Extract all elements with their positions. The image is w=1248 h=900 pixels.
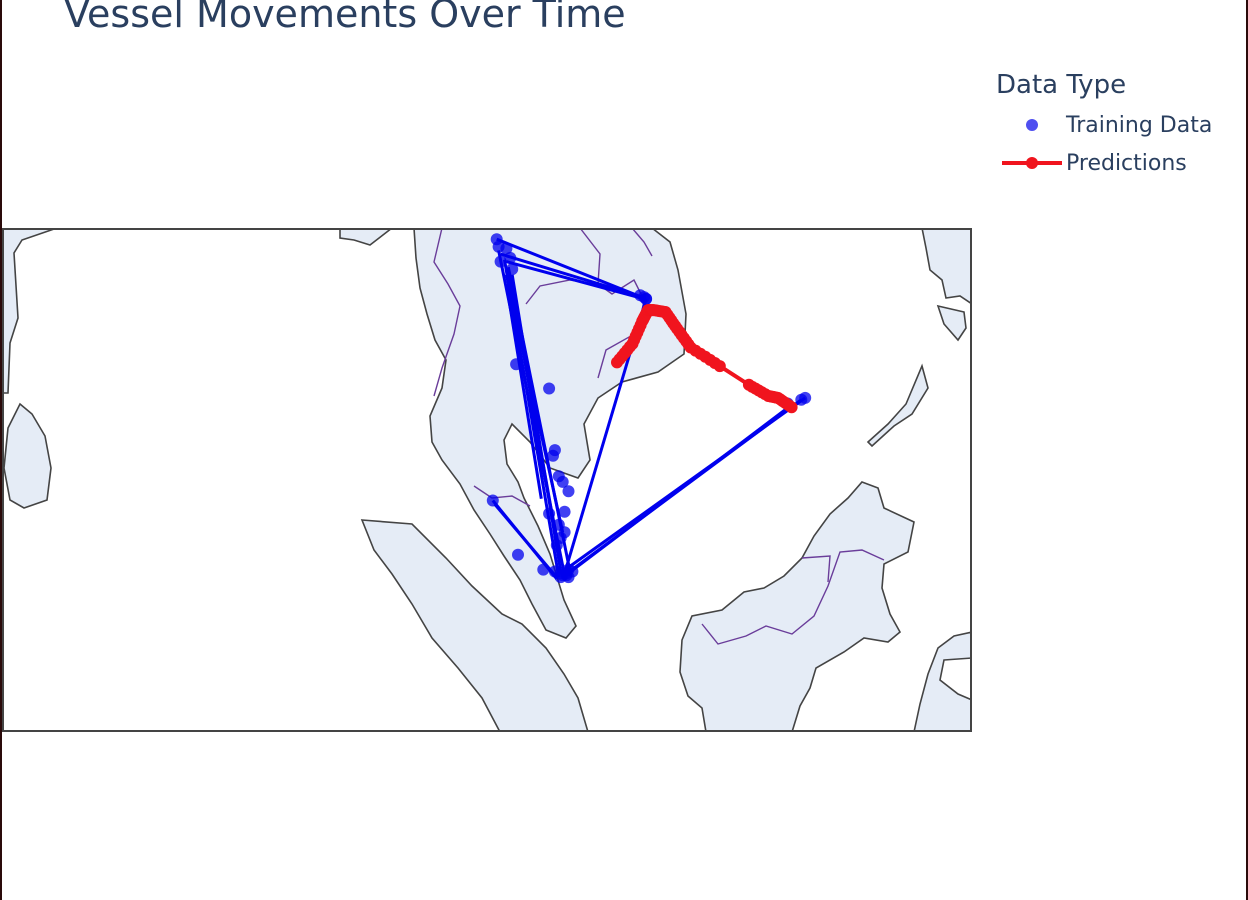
training-data-point[interactable] (799, 391, 812, 404)
training-track-segment (504, 274, 565, 533)
india-land (2, 228, 58, 394)
training-data-point[interactable] (547, 449, 559, 462)
legend: Data Type Training Data Predictions (996, 70, 1212, 182)
training-track-segment (561, 396, 807, 573)
legend-label-training: Training Data (1066, 112, 1213, 138)
legend-label-predictions: Predictions (1066, 150, 1187, 176)
training-track-segment (504, 283, 543, 499)
training-data-point[interactable] (558, 526, 571, 539)
sumatra-land (360, 519, 589, 732)
mindoro-land (936, 304, 967, 342)
training-data-point[interactable] (486, 494, 499, 507)
legend-item-predictions[interactable]: Predictions (996, 144, 1212, 182)
training-data-point[interactable] (543, 507, 556, 520)
sulawesi-bay (939, 657, 972, 701)
training-data-point[interactable] (640, 292, 653, 305)
frame-right-edge (1246, 0, 1248, 900)
training-track-segment (500, 252, 643, 299)
training-data-point[interactable] (543, 382, 556, 395)
sri-lanka-land (3, 402, 52, 509)
legend-title: Data Type (996, 70, 1127, 100)
training-data-point[interactable] (504, 251, 517, 264)
training-data-point[interactable] (562, 563, 575, 576)
prediction-point[interactable] (785, 401, 798, 414)
training-marker-icon (1026, 119, 1038, 131)
training-data-point[interactable] (512, 548, 524, 561)
prediction-point[interactable] (713, 360, 726, 373)
training-data-point[interactable] (558, 505, 571, 518)
frame-left-edge (0, 0, 2, 900)
map-frame (2, 228, 972, 732)
map-land-layer (2, 228, 972, 732)
training-data-point[interactable] (506, 263, 519, 276)
training-data-point[interactable] (492, 240, 505, 253)
training-data-point[interactable] (562, 485, 575, 498)
training-track-segment (496, 237, 647, 301)
training-data-point[interactable] (537, 563, 550, 576)
luzon-land (921, 228, 972, 305)
training-track-segment (493, 503, 557, 577)
training-data-point[interactable] (550, 539, 563, 552)
chart-title: Vessel Movements Over Time (64, 0, 626, 36)
points-layer (486, 233, 812, 584)
training-track-segment (506, 260, 645, 301)
training-data-point[interactable] (494, 255, 507, 268)
predictions-line-icon (1002, 157, 1062, 169)
geo-map[interactable] (2, 228, 972, 732)
palawan-land (866, 363, 929, 448)
legend-item-training[interactable]: Training Data (996, 106, 1212, 144)
myanmar-west-land (339, 228, 394, 246)
training-data-point[interactable] (548, 565, 561, 578)
training-data-point[interactable] (552, 470, 565, 483)
indochina-land (413, 228, 687, 639)
borneo-land (679, 481, 915, 732)
training-data-point[interactable] (510, 358, 523, 371)
